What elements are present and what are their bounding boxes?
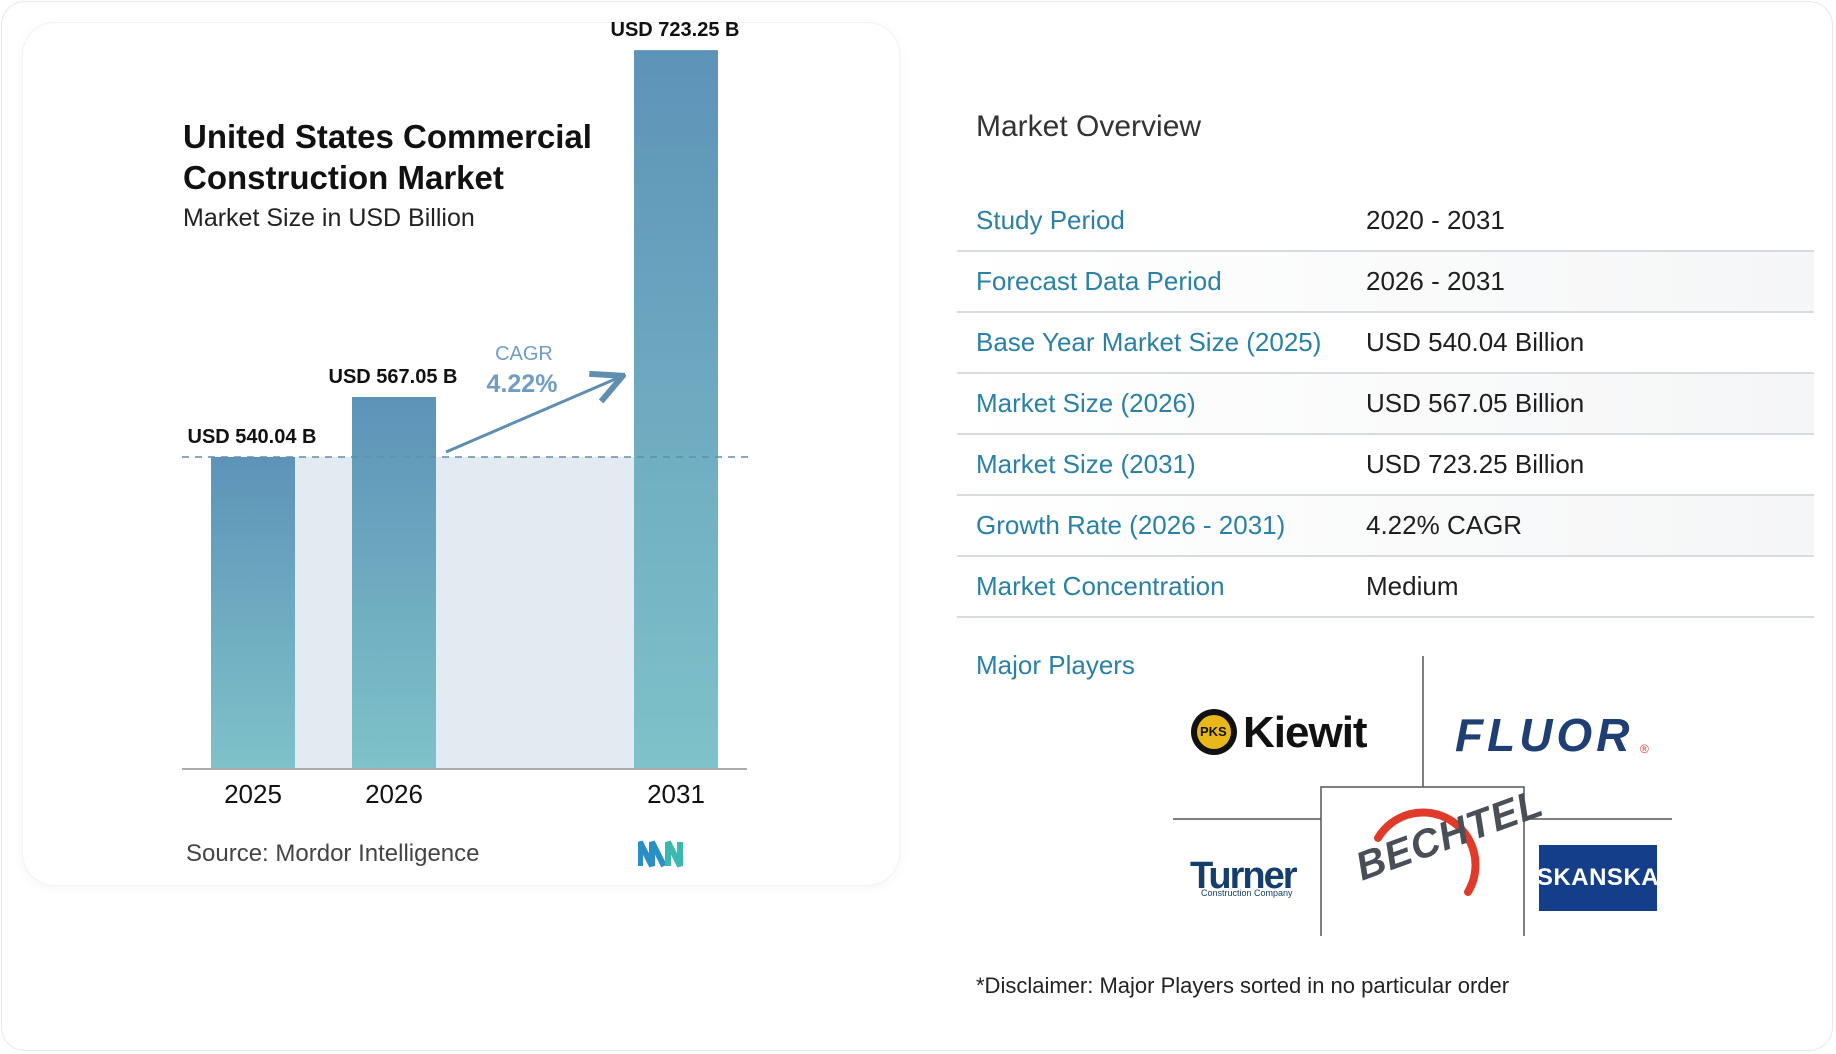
- turner-subtitle: Construction Company: [1201, 888, 1293, 898]
- overview-value: USD 567.05 Billion: [1366, 388, 1585, 418]
- chart-subtitle: Market Size in USD Billion: [183, 204, 475, 232]
- overview-label: Market Size (2026): [976, 388, 1196, 418]
- mordor-intelligence-logo: [638, 840, 683, 868]
- source-prefix: Source:: [186, 840, 269, 867]
- bar-chart: USD 540.04 B USD 567.05 B USD 723.25 B 2025…: [182, 19, 752, 809]
- x-tick-2031: 2031: [647, 779, 705, 809]
- bar-2025: [211, 457, 295, 768]
- bar-2031: [634, 50, 718, 769]
- overview-row: Growth Rate (2026 - 2031) 4.22% CAGR: [957, 496, 1814, 557]
- overview-row: Market Concentration Medium: [957, 557, 1814, 618]
- turner-logo: Turner: [1190, 855, 1298, 897]
- overview-label: Market Size (2031): [976, 449, 1196, 479]
- market-overview-table: Study Period 2020 - 2031 Forecast Data P…: [957, 191, 1814, 618]
- data-label-2031: USD 723.25 B: [611, 19, 740, 41]
- data-label-2026: USD 567.05 B: [329, 366, 458, 388]
- cagr-label: CAGR: [495, 343, 553, 365]
- fluor-registered-mark: ®: [1640, 742, 1649, 756]
- major-players-label: Major Players: [976, 650, 1135, 680]
- growth-band: [253, 457, 676, 768]
- source-line: Source: Mordor Intelligence: [186, 840, 480, 868]
- overview-label: Base Year Market Size (2025): [976, 327, 1322, 357]
- overview-label: Growth Rate (2026 - 2031): [976, 510, 1286, 540]
- cagr-arrow: [445, 377, 620, 454]
- overview-value: USD 723.25 Billion: [1366, 449, 1585, 479]
- overview-value: 4.22% CAGR: [1366, 510, 1523, 540]
- x-tick-2025: 2025: [224, 779, 282, 809]
- kiewit-logo: Kiewit: [1243, 708, 1368, 757]
- bar-2026: [352, 397, 436, 768]
- fluor-logo: FLUOR: [1455, 709, 1634, 761]
- overview-value: 2020 - 2031: [1366, 205, 1505, 235]
- kiewit-badge-text: PKS: [1200, 724, 1227, 739]
- market-overview-title: Market Overview: [976, 110, 1202, 143]
- overview-row: Base Year Market Size (2025) USD 540.04 …: [957, 313, 1814, 374]
- skanska-logo: SKANSKA: [1537, 845, 1659, 911]
- overview-value: Medium: [1366, 571, 1459, 601]
- x-tick-2026: 2026: [365, 779, 423, 809]
- overview-row: Study Period 2020 - 2031: [957, 191, 1814, 252]
- overview-label: Study Period: [976, 205, 1125, 235]
- overview-row: Forecast Data Period 2026 - 2031: [957, 252, 1814, 313]
- cagr-value: 4.22%: [487, 370, 558, 398]
- source-name: Mordor Intelligence: [275, 840, 480, 867]
- chart-title: United States Commercial Construction Ma…: [183, 118, 592, 196]
- overview-label: Forecast Data Period: [976, 266, 1222, 296]
- disclaimer: *Disclaimer: Major Players sorted in no …: [976, 973, 1510, 998]
- overview-row: Market Size (2031) USD 723.25 Billion: [957, 435, 1814, 496]
- overview-value: USD 540.04 Billion: [1366, 327, 1585, 357]
- overview-row: Market Size (2026) USD 567.05 Billion: [957, 374, 1814, 435]
- overview-label: Market Concentration: [976, 571, 1225, 601]
- overview-value: 2026 - 2031: [1366, 266, 1505, 296]
- data-label-2025: USD 540.04 B: [188, 426, 317, 448]
